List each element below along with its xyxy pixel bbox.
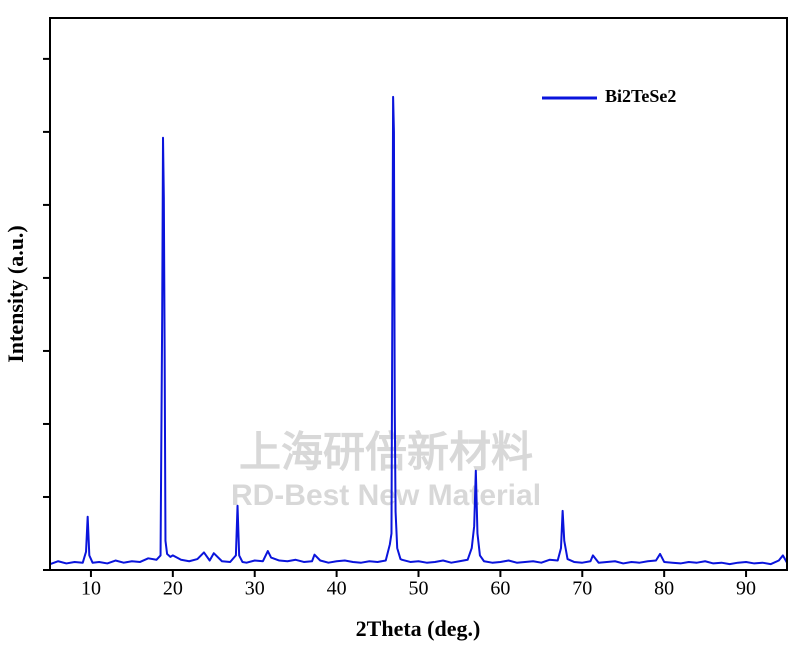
watermark-en: RD-Best New Material xyxy=(231,479,541,512)
x-tick-label: 90 xyxy=(736,578,756,600)
x-tick-label: 40 xyxy=(327,578,347,600)
y-axis-label: Intensity (a.u.) xyxy=(3,225,28,363)
legend-label: Bi2TeSe2 xyxy=(605,86,676,106)
plot-frame xyxy=(49,17,788,571)
line xyxy=(49,95,788,566)
x-tick-label: 30 xyxy=(245,578,265,600)
x-tick-label: 20 xyxy=(163,578,183,600)
watermark-cn: 上海研倍新材料 xyxy=(239,428,533,477)
x-axis-label: 2Theta (deg.) xyxy=(356,616,481,641)
x-tick-label: 70 xyxy=(572,578,592,600)
x-tick-label: 10 xyxy=(81,578,101,600)
x-tick-label: 80 xyxy=(654,578,674,600)
x-tick-label: 60 xyxy=(490,578,510,600)
x-tick-label: 50 xyxy=(409,578,429,600)
